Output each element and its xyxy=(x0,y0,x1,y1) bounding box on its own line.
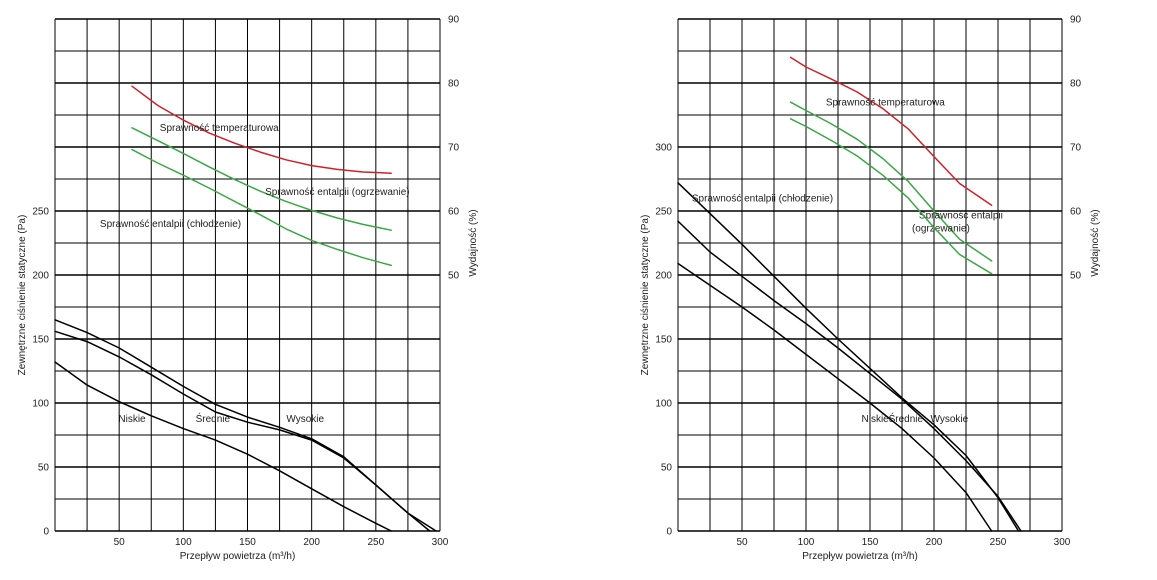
y-tick-label: 200 xyxy=(655,271,672,282)
x-tick-label: 300 xyxy=(432,537,449,548)
y-tick-label: 100 xyxy=(32,399,49,410)
y2-tick-label: 60 xyxy=(1070,207,1082,218)
y-tick-label: 250 xyxy=(32,207,49,218)
series-label-wysokie: Wysokie xyxy=(286,414,324,425)
y-tick-label: 0 xyxy=(666,527,672,538)
series-line-wysokie xyxy=(54,319,437,532)
x-tick-label: 250 xyxy=(367,537,384,548)
chart-1: 50 100 150 200 250 300 0 50 100 150 200 250 50 60 70 80… xyxy=(17,15,479,563)
y2-tick-label: 50 xyxy=(1070,271,1082,282)
y-tick-label: 150 xyxy=(655,335,672,346)
x-tick-label: 150 xyxy=(862,537,879,548)
y2-tick-label: 80 xyxy=(1070,79,1082,90)
series-line-sprawnosc-entalpii-ogrzewanie xyxy=(789,101,993,262)
y2-tick-label: 80 xyxy=(448,79,460,90)
x-tick-label: 250 xyxy=(990,537,1007,548)
y2-tick-label: 90 xyxy=(448,15,460,26)
y-axis-label: Zewnętrzne ciśnienie statyczne (Pa) xyxy=(640,215,651,376)
x-tick-label: 200 xyxy=(303,537,320,548)
y2-tick-label: 60 xyxy=(448,207,460,218)
x-tick-label: 300 xyxy=(1054,537,1071,548)
series-line-sprawnosc-entalpii-ogrzewanie xyxy=(131,127,392,231)
series-label-niskie: Niskie xyxy=(118,414,146,425)
series-label-sprawnosc-entalpii-chlodzenie: Sprawność entalpii (chłodzenie) xyxy=(692,193,833,204)
y-axis-label: Zewnętrzne ciśnienie statyczne (Pa) xyxy=(17,215,28,376)
x-tick-label: 100 xyxy=(798,537,815,548)
y-tick-label: 0 xyxy=(43,527,49,538)
y2-tick-label: 50 xyxy=(448,271,460,282)
series-label-srednie: Średnie xyxy=(196,412,231,425)
y-tick-label: 300 xyxy=(655,143,672,154)
series-line-niskie xyxy=(677,262,993,532)
grid xyxy=(677,18,1063,532)
grid xyxy=(54,18,441,532)
series-label-sprawnosc-temperaturowa: Sprawność temperaturowa xyxy=(826,97,945,108)
y-tick-label: 150 xyxy=(32,335,49,346)
series-label-srednie: Średnie xyxy=(889,412,924,425)
series-line-wysokie xyxy=(677,182,1020,532)
x-axis-label: Przepływ powietrza (m³/h) xyxy=(180,551,296,562)
y-tick-label: 50 xyxy=(38,463,50,474)
x-tick-label: 150 xyxy=(239,537,256,548)
series-label-niskie: Niskie xyxy=(862,414,890,425)
y2-axis-label: Wydajność (%) xyxy=(468,209,479,276)
series-label-wysokie: Wysokie xyxy=(931,414,969,425)
series-label-sprawnosc-temperaturowa: Sprawność temperaturowa xyxy=(160,123,279,134)
series-line-sprawnosc-entalpii-chlodzenie xyxy=(789,118,993,275)
x-tick-label: 100 xyxy=(175,537,192,548)
series-label-sprawnosc-entalpii-ogrzewanie: Sprawność entalpii (ogrzewanie) xyxy=(265,187,410,198)
y2-tick-label: 90 xyxy=(1070,15,1082,26)
series-line-niskie xyxy=(54,361,392,532)
x-tick-label: 200 xyxy=(926,537,943,548)
x-axis-label: Przepływ powietrza (m³/h) xyxy=(802,551,918,562)
series-line-sprawnosc-temperaturowa xyxy=(789,56,993,206)
y-tick-label: 50 xyxy=(661,463,673,474)
y2-axis-label: Wydajność (%) xyxy=(1090,209,1101,276)
series-line-sprawnosc-temperaturowa xyxy=(131,85,392,174)
y-tick-label: 100 xyxy=(655,399,672,410)
x-tick-label: 50 xyxy=(114,537,126,548)
series-line-srednie xyxy=(54,330,431,532)
x-tick-label: 50 xyxy=(736,537,748,548)
y-tick-label: 200 xyxy=(32,271,49,282)
y-tick-label: 250 xyxy=(655,207,672,218)
y2-tick-label: 70 xyxy=(448,143,460,154)
chart-2: 50 100 150 200 250 300 0 50 100 150 200 250 300 50 60 7… xyxy=(640,15,1101,563)
series-line-srednie xyxy=(677,220,1022,532)
series-label-sprawnosc-entalpii-chlodzenie: Sprawność entalpii (chłodzenie) xyxy=(100,219,241,230)
series-line-sprawnosc-entalpii-chlodzenie xyxy=(131,148,392,267)
series-label-sprawnosc-entalpii-ogrzewanie: Sprawność entalpii (ogrzewanie) xyxy=(912,211,1003,235)
y2-tick-label: 70 xyxy=(1070,143,1082,154)
